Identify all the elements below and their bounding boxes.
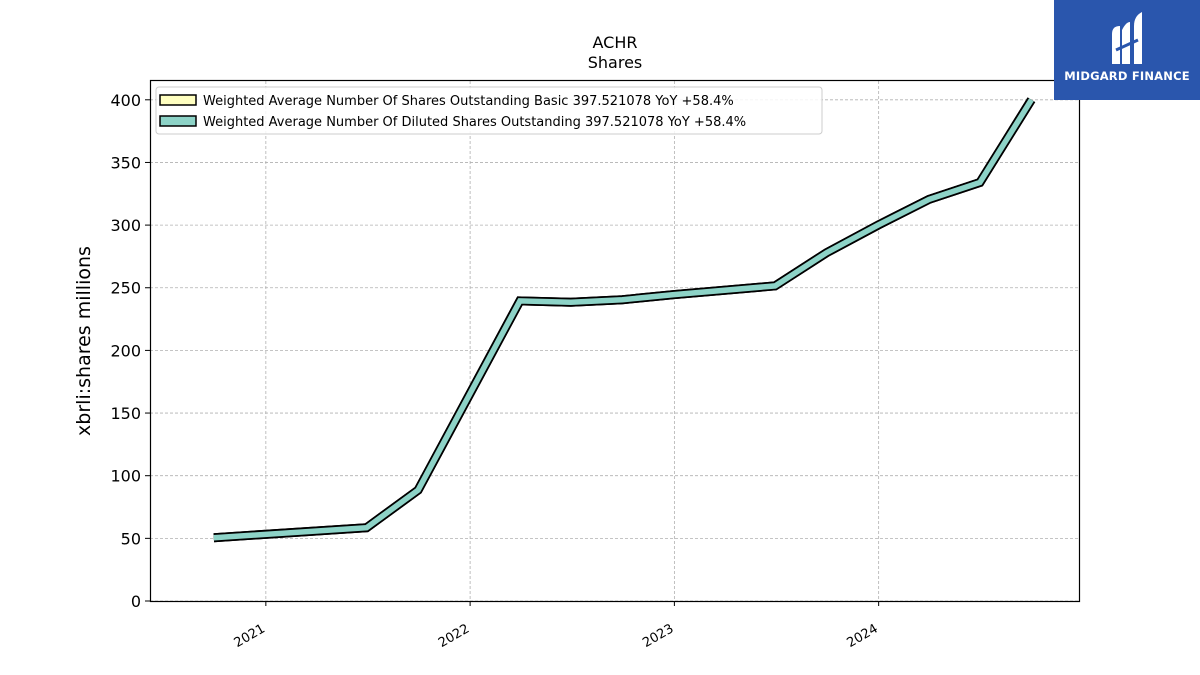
chart-title: ACHR xyxy=(593,33,638,52)
series-lines xyxy=(213,97,1036,543)
legend-swatch-1 xyxy=(159,94,197,106)
y-tick-label: 0 xyxy=(131,592,141,611)
series-line-1-outline xyxy=(213,97,1036,543)
y-tick-label: 50 xyxy=(121,529,141,548)
logo-text: MIDGARD FINANCE xyxy=(1064,69,1190,83)
legend: Weighted Average Number Of Shares Outsta… xyxy=(155,86,823,135)
legend-label-2: Weighted Average Number Of Diluted Share… xyxy=(203,115,746,130)
series-line-1 xyxy=(213,98,1034,541)
legend-swatch-2 xyxy=(159,115,197,127)
series-line-2 xyxy=(213,98,1034,541)
y-tick-label: 350 xyxy=(110,153,141,172)
plot-area-frame xyxy=(149,79,1081,603)
y-tick-label: 100 xyxy=(110,467,141,486)
legend-label-1: Weighted Average Number Of Shares Outsta… xyxy=(203,94,734,109)
grid-lines xyxy=(150,81,1079,602)
logo-mark-icon xyxy=(1112,12,1142,64)
chart-subtitle: Shares xyxy=(588,53,643,72)
x-tick-label: 2022 xyxy=(436,621,472,651)
y-tick-label: 250 xyxy=(110,279,141,298)
y-tick-label: 400 xyxy=(110,91,141,110)
legend-box xyxy=(155,86,823,135)
y-tick-label: 300 xyxy=(110,216,141,235)
x-tick-label: 2024 xyxy=(844,621,880,651)
midgard-finance-logo: MIDGARD FINANCE xyxy=(1054,0,1200,100)
y-axis-label: xbrli:shares millions xyxy=(73,246,95,436)
axes: 0 50 100 150 200 250 300 350 400 2021 2022 2023 2024 xyxy=(110,91,880,651)
series-line-2-outline xyxy=(213,97,1036,543)
x-tick-label: 2023 xyxy=(640,621,676,651)
y-tick-label: 200 xyxy=(110,341,141,360)
y-tick-label: 150 xyxy=(110,404,141,423)
x-tick-label: 2021 xyxy=(232,621,268,651)
